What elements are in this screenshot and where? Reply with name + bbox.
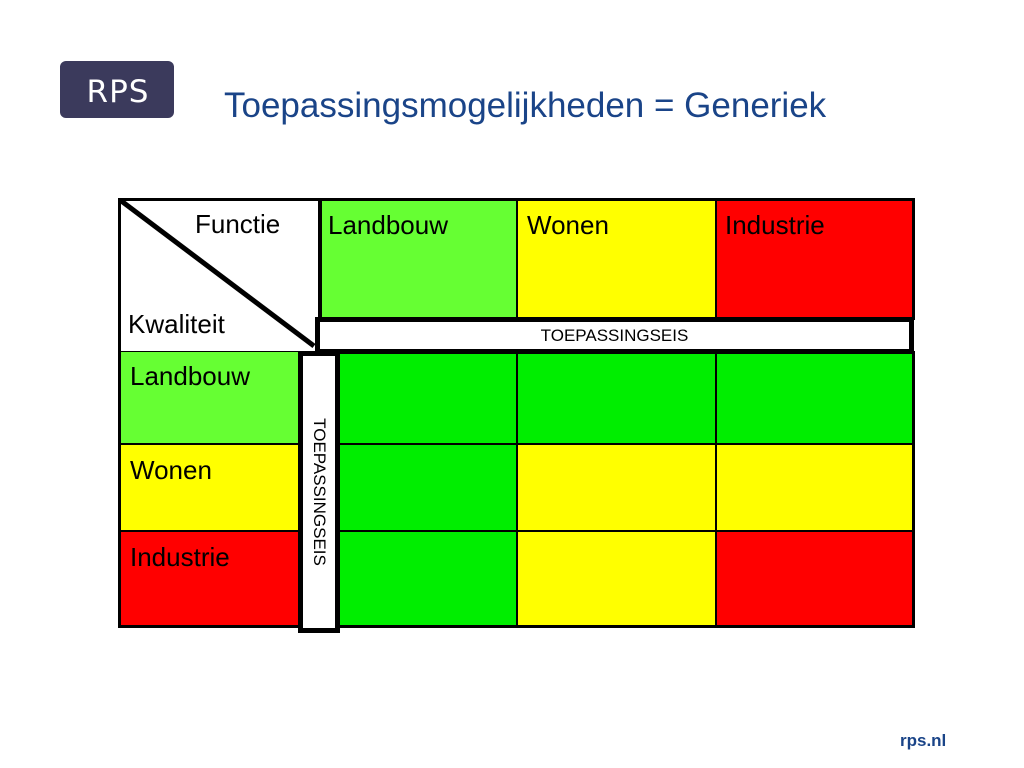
column-header-industrie: Industrie bbox=[716, 198, 915, 320]
column-header-landbouw: Landbouw bbox=[318, 198, 517, 320]
cell-industrie-landbouw bbox=[336, 531, 517, 628]
corner-cell bbox=[118, 198, 318, 351]
cell-wonen-wonen bbox=[517, 444, 716, 531]
row-header-label: Landbouw bbox=[130, 361, 250, 391]
cell-wonen-landbouw bbox=[336, 444, 517, 531]
column-header-wonen: Wonen bbox=[517, 198, 716, 320]
row-header-label: Wonen bbox=[130, 455, 212, 485]
row-header-landbouw: Landbouw bbox=[118, 351, 302, 444]
row-header-wonen: Wonen bbox=[118, 444, 302, 531]
column-header-label: Landbouw bbox=[328, 210, 448, 240]
column-header-label: Industrie bbox=[725, 210, 825, 240]
row-header-label: Industrie bbox=[130, 542, 230, 572]
corner-label-kwaliteit: Kwaliteit bbox=[128, 309, 225, 339]
column-header-label: Wonen bbox=[527, 210, 609, 240]
logo-text: RPS bbox=[86, 73, 150, 110]
cell-landbouw-wonen bbox=[517, 351, 716, 444]
footer-link[interactable]: rps.nl bbox=[900, 731, 947, 750]
cell-industrie-wonen bbox=[517, 531, 716, 628]
row-header-industrie: Industrie bbox=[118, 531, 302, 628]
page-title: Toepassingsmogelijkheden = Generiek bbox=[224, 86, 827, 125]
band-label: TOEPASSINGSEIS bbox=[310, 418, 329, 566]
corner-label-functie: Functie bbox=[195, 209, 281, 239]
rps-logo: RPS bbox=[60, 61, 174, 118]
cell-landbouw-landbouw bbox=[336, 351, 517, 444]
toepassingseis-band-horizontal: TOEPASSINGSEIS bbox=[315, 317, 914, 354]
band-label: TOEPASSINGSEIS bbox=[540, 325, 689, 345]
toepassingseis-band-vertical: TOEPASSINGSEIS bbox=[298, 351, 340, 633]
cell-wonen-industrie bbox=[716, 444, 915, 531]
diagonal-line bbox=[118, 198, 316, 348]
cell-industrie-industrie bbox=[716, 531, 915, 628]
cell-landbouw-industrie bbox=[716, 351, 915, 444]
